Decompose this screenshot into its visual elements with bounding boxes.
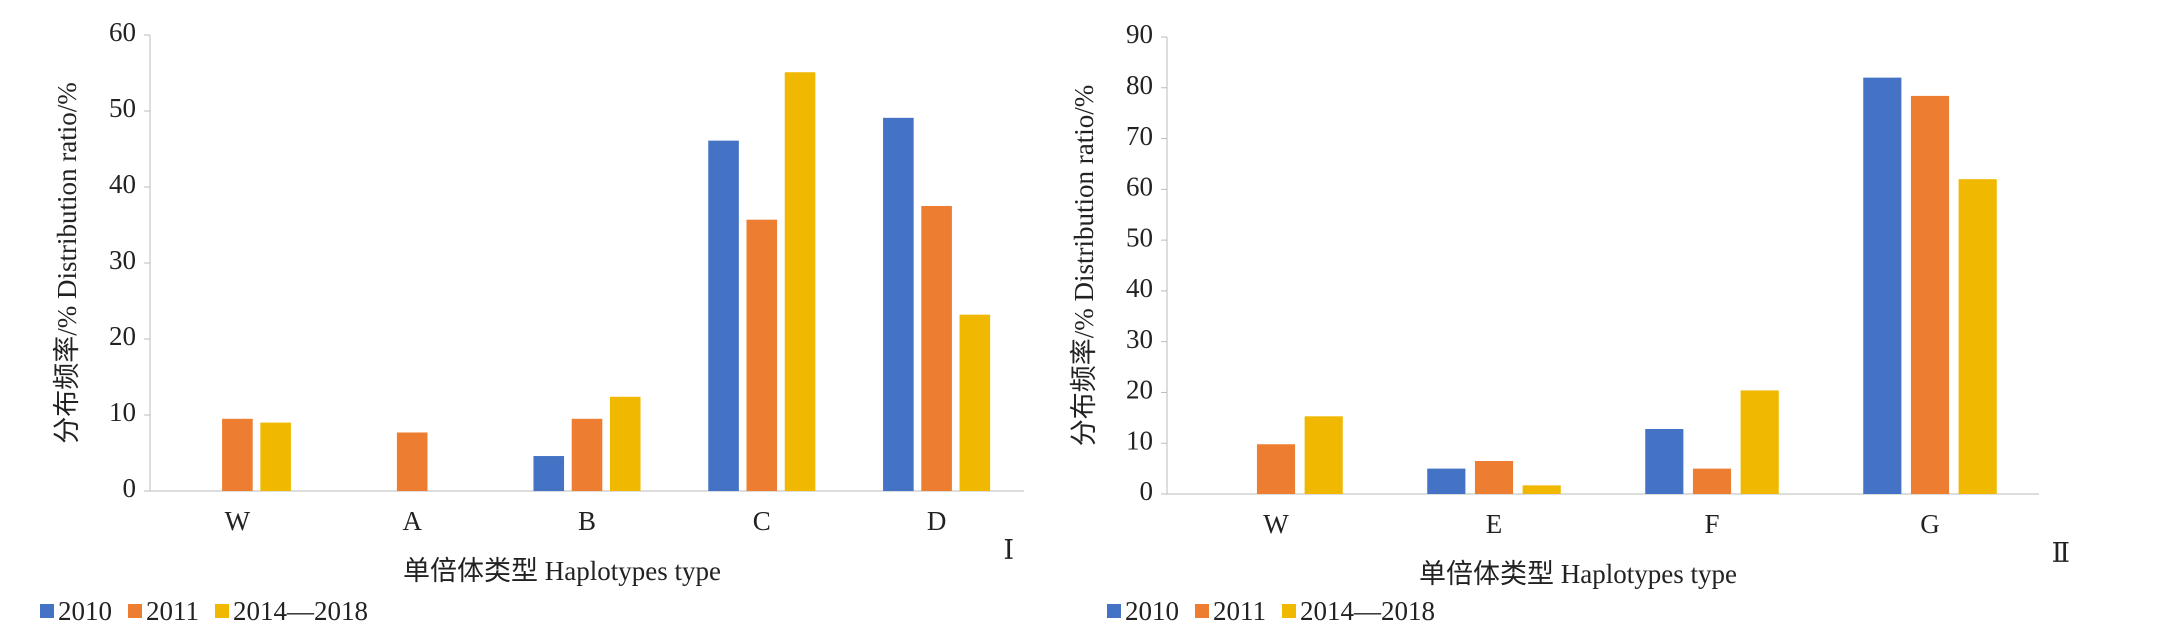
legend-label: 2011 [1213,596,1266,626]
legend-label: 2011 [146,596,199,626]
bar [883,117,914,491]
bar [1427,468,1466,494]
bar [1740,390,1779,494]
y-tick-label: 60 [109,17,136,47]
x-tick-label: W [225,506,251,536]
x-axis-label: 单倍体类型 Haplotypes type [1419,559,1737,589]
y-tick-label: 80 [1126,70,1153,100]
y-tick-label: 40 [109,169,136,199]
bar [1692,468,1732,494]
y-tick-label: 70 [1126,121,1153,151]
legend-label: 2010 [1125,596,1179,626]
y-tick-label: 10 [109,397,136,427]
x-tick-label: G [1920,509,1940,539]
bar [921,206,952,491]
panel-label: Ⅱ [2052,538,2070,568]
y-tick-label: 30 [109,245,136,275]
bar [1256,444,1296,494]
y-tick-label: 90 [1126,19,1153,49]
y-tick-label: 30 [1126,324,1153,354]
x-tick-label: A [402,506,422,536]
x-tick-label: W [1263,509,1289,539]
x-tick-label: C [753,506,771,536]
x-tick-label: B [578,506,596,536]
legend-label: 2010 [58,596,112,626]
legend-label: 2014—2018 [1300,596,1435,626]
legend-swatch [128,604,142,618]
bar [1863,77,1902,494]
x-tick-label: E [1486,509,1503,539]
panel-label: Ⅰ [1003,535,1014,565]
bar [708,140,739,491]
bar [1304,416,1343,494]
y-axis-label: 分布频率/% Distribution ratio/% [52,82,82,443]
x-axis-label: 单倍体类型 Haplotypes type [403,556,721,586]
y-tick-label: 20 [109,321,136,351]
bar [609,396,641,491]
y-tick-label: 60 [1126,172,1153,202]
y-tick-label: 50 [1126,222,1153,252]
legend-swatch [215,604,229,618]
bar [959,314,991,491]
legend-swatch [1107,604,1121,618]
bar [533,456,565,491]
y-axis-label: 分布频率/% Distribution ratio/% [1069,85,1099,446]
y-tick-label: 10 [1126,425,1153,455]
legend-swatch [40,604,54,618]
bar [396,432,428,491]
y-tick-label: 0 [1140,476,1154,506]
y-tick-label: 0 [123,473,137,503]
y-tick-label: 40 [1126,273,1153,303]
bar [1645,429,1684,494]
y-tick-label: 50 [109,93,136,123]
bar [746,219,778,491]
bar [1522,485,1561,494]
x-tick-label: F [1704,509,1719,539]
y-tick-label: 20 [1126,375,1153,405]
bar [784,72,816,492]
bar [1958,179,1997,494]
bar [260,422,291,491]
legend-label: 2014—2018 [233,596,368,626]
bar [1910,95,1950,494]
legend-swatch [1195,604,1209,618]
bar [222,418,253,491]
legend-swatch [1282,604,1296,618]
x-tick-label: D [927,506,947,536]
bar [571,418,603,491]
bar [1474,460,1514,494]
